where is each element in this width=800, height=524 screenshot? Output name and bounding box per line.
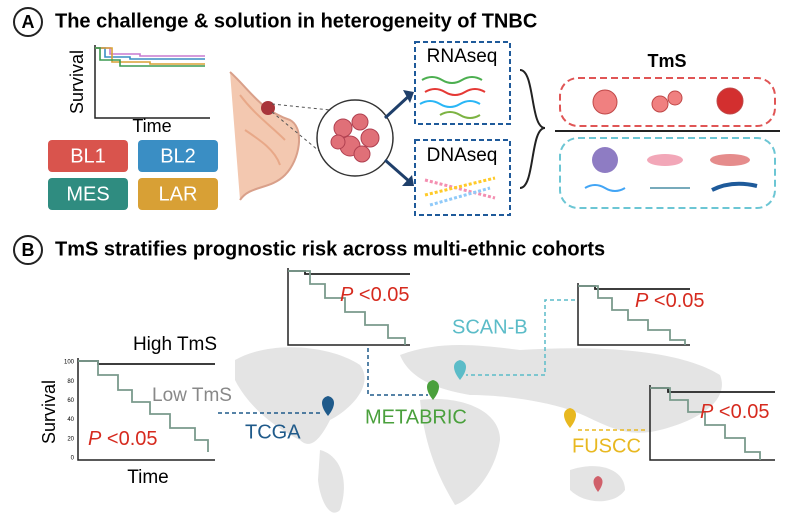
world-map: [235, 345, 722, 513]
assay-label: DNAseq: [427, 145, 498, 166]
subtypes: BL1 BL2 MES LAR: [48, 140, 218, 210]
panel-label: B: [22, 240, 35, 260]
y-tick-label: 40: [67, 417, 74, 423]
pin: [427, 380, 439, 400]
p-value: P <0.05: [700, 401, 770, 423]
p-value: P <0.05: [340, 284, 410, 306]
pin: [322, 396, 334, 416]
cohort-name: METABRIC: [365, 406, 467, 428]
y-label: Survival: [67, 50, 87, 114]
dna-strands: [424, 176, 496, 207]
pin: [454, 360, 466, 380]
p-value: P <0.05: [88, 428, 158, 450]
y-tick-label: 100: [64, 360, 75, 366]
p-value: P <0.05: [635, 290, 705, 312]
km-metabric: P <0.05: [287, 268, 410, 346]
curve: [95, 47, 205, 65]
y-tick-label: 20: [67, 436, 74, 442]
stroma-cells: [584, 147, 758, 192]
subtype: BL1: [70, 145, 106, 167]
cohort-name: FUSCC: [572, 435, 641, 457]
km-small: Survival Time: [67, 45, 210, 136]
axis: [94, 45, 210, 119]
panel-badge: [13, 7, 43, 37]
connector: [367, 348, 428, 396]
pin: [593, 476, 603, 492]
connector: [466, 299, 575, 376]
panel-label: A: [22, 12, 35, 32]
low-label: Low TmS: [152, 385, 232, 406]
bracket: [519, 69, 546, 189]
panel-badge: [13, 235, 43, 265]
y-label: Survival: [39, 380, 59, 444]
assay-box: [414, 139, 511, 216]
km-fuscc: P <0.05: [649, 385, 775, 461]
axis: [77, 358, 215, 461]
rna-strands: [419, 76, 486, 119]
y-tick-label: 80: [67, 379, 74, 385]
subtype-box: [138, 178, 218, 210]
subtype: BL2: [160, 145, 196, 167]
y-tick-label: 0: [71, 456, 75, 462]
subtype-box: [138, 140, 218, 172]
panel-title: The challenge & solution in heterogeneit…: [55, 10, 537, 32]
curve: [95, 47, 205, 67]
assay-box: [414, 41, 511, 125]
pin: [564, 408, 576, 428]
subtype: MES: [66, 183, 109, 205]
cohort-name: TCGA: [245, 421, 301, 443]
breast-illustration: [229, 71, 414, 201]
x-label: Time: [127, 467, 169, 488]
km-main: 100 80 60 40 20 0 High TmS Low TmS P <0.05 Su…: [39, 334, 232, 488]
high-label: High TmS: [133, 334, 217, 355]
y-tick-label: 60: [67, 398, 74, 404]
subtype-box: [48, 178, 128, 210]
tumor-box: [559, 77, 776, 127]
km-scanb: P <0.05: [577, 283, 705, 346]
x-label: Time: [132, 116, 171, 136]
tms-label: TmS: [647, 51, 686, 71]
tumor-cells: [592, 87, 744, 115]
cohort-name: SCAN-B: [452, 316, 528, 338]
subtype-box: [48, 140, 128, 172]
subtype: LAR: [159, 183, 198, 205]
stroma-box: [559, 137, 776, 209]
panel-title: TmS stratifies prognostic risk across mu…: [55, 238, 605, 260]
assay-label: RNAseq: [427, 46, 498, 67]
curve: [78, 360, 209, 452]
